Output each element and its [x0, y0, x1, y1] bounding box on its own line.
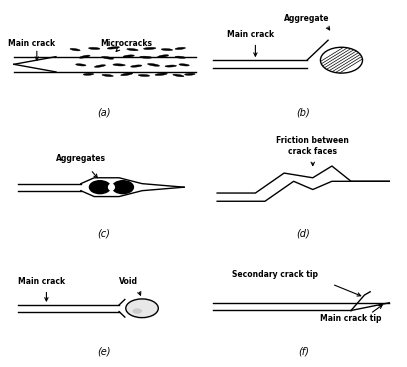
Circle shape — [133, 308, 142, 314]
Ellipse shape — [140, 56, 152, 58]
Text: (e): (e) — [97, 346, 111, 356]
Ellipse shape — [175, 56, 186, 58]
Text: (f): (f) — [298, 346, 309, 356]
Ellipse shape — [121, 73, 133, 76]
Ellipse shape — [113, 64, 125, 66]
Ellipse shape — [70, 48, 80, 51]
Ellipse shape — [127, 48, 138, 51]
Ellipse shape — [131, 65, 142, 67]
Text: Main crack: Main crack — [227, 30, 274, 39]
Text: Main crack: Main crack — [8, 39, 55, 48]
Ellipse shape — [107, 47, 120, 49]
Text: Aggregates: Aggregates — [56, 155, 106, 163]
Ellipse shape — [138, 75, 150, 76]
Ellipse shape — [173, 74, 184, 77]
Text: Void: Void — [119, 277, 138, 286]
Text: Main crack: Main crack — [18, 277, 65, 286]
Text: Aggregate: Aggregate — [284, 14, 330, 23]
Text: (c): (c) — [97, 229, 110, 239]
Ellipse shape — [179, 64, 189, 66]
Ellipse shape — [175, 47, 186, 50]
Text: Main crack tip: Main crack tip — [320, 315, 382, 323]
Ellipse shape — [94, 65, 105, 68]
Ellipse shape — [165, 65, 177, 67]
Text: (a): (a) — [97, 108, 111, 117]
Text: Secondary crack tip: Secondary crack tip — [232, 270, 317, 279]
Ellipse shape — [102, 57, 114, 59]
Text: (b): (b) — [296, 108, 310, 117]
Ellipse shape — [158, 55, 168, 58]
Ellipse shape — [155, 73, 167, 76]
Text: crack faces: crack faces — [288, 147, 337, 156]
Text: (d): (d) — [296, 229, 310, 239]
Ellipse shape — [79, 55, 90, 58]
Ellipse shape — [109, 184, 114, 190]
Ellipse shape — [144, 47, 156, 50]
Text: Microcracks: Microcracks — [100, 39, 152, 48]
Circle shape — [112, 181, 133, 194]
Ellipse shape — [88, 47, 100, 50]
Circle shape — [90, 181, 110, 194]
Ellipse shape — [185, 73, 195, 75]
Ellipse shape — [147, 63, 160, 66]
Ellipse shape — [102, 74, 113, 77]
Circle shape — [320, 47, 363, 73]
Circle shape — [126, 299, 158, 318]
Ellipse shape — [161, 48, 173, 51]
Ellipse shape — [123, 55, 134, 57]
Ellipse shape — [76, 64, 86, 66]
Ellipse shape — [83, 73, 94, 75]
Text: Friction between: Friction between — [276, 135, 349, 145]
